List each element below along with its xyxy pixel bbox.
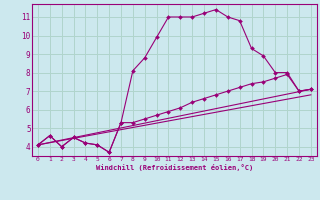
X-axis label: Windchill (Refroidissement éolien,°C): Windchill (Refroidissement éolien,°C) bbox=[96, 164, 253, 171]
